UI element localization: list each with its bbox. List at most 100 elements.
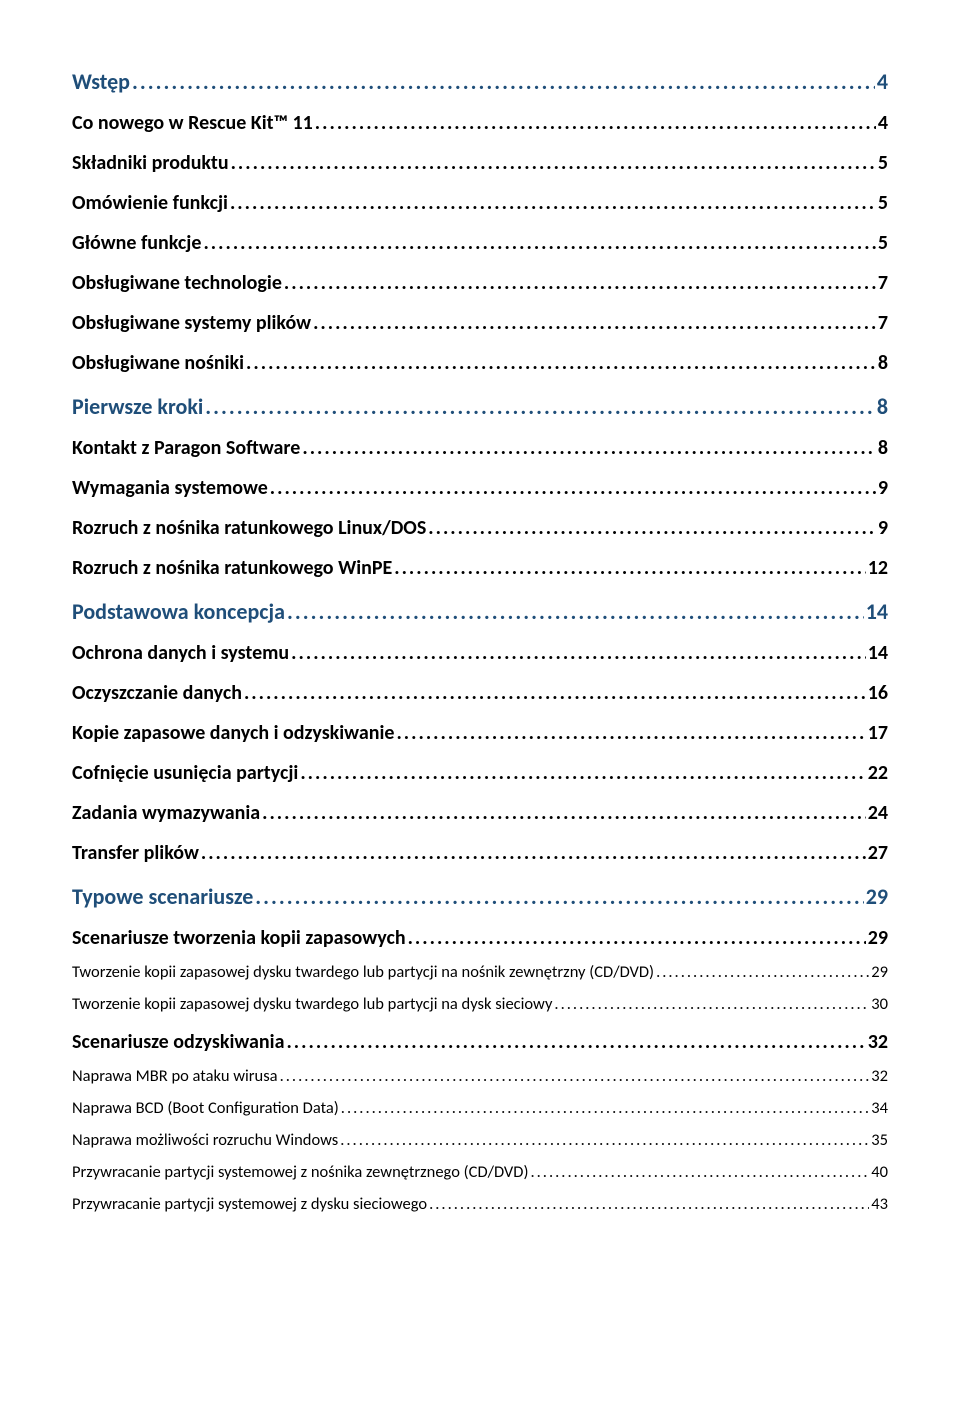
toc-leader-dots [429, 1194, 869, 1214]
toc-entry-page: 40 [871, 1162, 888, 1182]
toc-leader-dots [396, 721, 865, 745]
toc-entry-page: 27 [868, 841, 888, 865]
toc-entry[interactable]: Kopie zapasowe danych i odzyskiwanie17 [72, 721, 888, 745]
toc-entry[interactable]: Kontakt z Paragon Software 8 [72, 436, 888, 460]
toc-leader-dots [302, 436, 876, 460]
toc-entry-page: 29 [871, 962, 888, 982]
toc-entry[interactable]: Oczyszczanie danych 16 [72, 681, 888, 705]
toc-entry[interactable]: Naprawa BCD (Boot Configuration Data) 34 [72, 1098, 888, 1118]
toc-leader-dots [394, 556, 865, 580]
toc-leader-dots [205, 393, 875, 420]
toc-entry-label: Cofnięcie usunięcia partycji [72, 761, 298, 785]
toc-entry-label: Rozruch z nośnika ratunkowego Linux/DOS [72, 516, 426, 540]
toc-entry[interactable]: Co nowego w Rescue Kit™ 11 4 [72, 111, 888, 135]
toc-leader-dots [280, 1066, 870, 1086]
toc-entry-page: 9 [878, 476, 888, 500]
toc-leader-dots [284, 271, 876, 295]
toc-entry[interactable]: Obsługiwane nośniki 8 [72, 351, 888, 375]
toc-entry[interactable]: Tworzenie kopii zapasowej dysku twardego… [72, 962, 888, 982]
toc-entry-label: Pierwsze kroki [72, 393, 203, 420]
toc-leader-dots [203, 231, 875, 255]
toc-entry-page: 7 [878, 311, 888, 335]
toc-entry-label: Kopie zapasowe danych i odzyskiwanie [72, 721, 394, 745]
toc-entry-page: 9 [878, 516, 888, 540]
toc-entry[interactable]: Cofnięcie usunięcia partycji 22 [72, 761, 888, 785]
toc-entry-label: Naprawa MBR po ataku wirusa [72, 1066, 278, 1086]
toc-entry[interactable]: Rozruch z nośnika ratunkowego WinPE12 [72, 556, 888, 580]
toc-entry-label: Omówienie funkcji [72, 191, 228, 215]
toc-entry-label: Podstawowa koncepcja [72, 598, 285, 625]
toc-entry-page: 34 [871, 1098, 888, 1118]
toc-leader-dots [132, 68, 875, 95]
toc-entry-page: 32 [868, 1030, 888, 1054]
toc-entry[interactable]: Zadania wymazywania 24 [72, 801, 888, 825]
toc-entry[interactable]: Transfer plików 27 [72, 841, 888, 865]
toc-entry-page: 22 [868, 761, 888, 785]
toc-entry[interactable]: Scenariusze tworzenia kopii zapasowych29 [72, 926, 888, 950]
toc-entry[interactable]: Główne funkcje 5 [72, 231, 888, 255]
toc-entry-page: 16 [868, 681, 888, 705]
toc-leader-dots [315, 111, 876, 135]
toc-entry-label: Naprawa możliwości rozruchu Windows [72, 1130, 338, 1150]
toc-entry-page: 32 [871, 1066, 888, 1086]
toc-entry-label: Naprawa BCD (Boot Configuration Data) [72, 1098, 339, 1118]
toc-leader-dots [230, 191, 876, 215]
table-of-contents: Wstęp 4 Co nowego w Rescue Kit™ 11 4 Składni… [72, 68, 888, 1214]
toc-entry-page: 5 [878, 151, 888, 175]
toc-leader-dots [201, 841, 866, 865]
toc-entry[interactable]: Przywracanie partycji systemowej z nośni… [72, 1162, 888, 1182]
toc-entry-label: Obsługiwane nośniki [72, 351, 244, 375]
toc-entry[interactable]: Podstawowa koncepcja14 [72, 598, 888, 625]
toc-entry-label: Obsługiwane technologie [72, 271, 282, 295]
toc-entry-label: Oczyszczanie danych [72, 681, 242, 705]
toc-entry[interactable]: Pierwsze kroki 8 [72, 393, 888, 420]
toc-entry-page: 4 [877, 68, 888, 95]
toc-entry[interactable]: Obsługiwane technologie 7 [72, 271, 888, 295]
toc-entry-label: Przywracanie partycji systemowej z nośni… [72, 1162, 528, 1182]
toc-entry-page: 35 [871, 1130, 888, 1150]
toc-entry-label: Składniki produktu [72, 151, 229, 175]
toc-entry-page: 8 [878, 351, 888, 375]
toc-entry-page: 14 [868, 641, 888, 665]
toc-entry-label: Scenariusze tworzenia kopii zapasowych [72, 926, 406, 950]
toc-entry[interactable]: Tworzenie kopii zapasowej dysku twardego… [72, 994, 888, 1014]
toc-entry[interactable]: Składniki produktu 5 [72, 151, 888, 175]
toc-leader-dots [244, 681, 866, 705]
toc-entry-page: 4 [878, 111, 888, 135]
toc-entry[interactable]: Wstęp 4 [72, 68, 888, 95]
toc-entry[interactable]: Przywracanie partycji systemowej z dysku… [72, 1194, 888, 1214]
toc-entry-label: Transfer plików [72, 841, 199, 865]
toc-entry-label: Wstęp [72, 68, 130, 95]
toc-entry-label: Co nowego w Rescue Kit™ 11 [72, 111, 313, 135]
toc-entry-page: 43 [871, 1194, 888, 1214]
toc-entry[interactable]: Scenariusze odzyskiwania 32 [72, 1030, 888, 1054]
toc-entry-page: 5 [878, 231, 888, 255]
toc-entry-page: 8 [878, 436, 888, 460]
toc-entry-page: 7 [878, 271, 888, 295]
toc-leader-dots [340, 1130, 869, 1150]
toc-entry[interactable]: Typowe scenariusze29 [72, 883, 888, 910]
toc-leader-dots [255, 883, 863, 910]
toc-entry[interactable]: Omówienie funkcji 5 [72, 191, 888, 215]
toc-leader-dots [287, 598, 864, 625]
toc-leader-dots [554, 994, 869, 1014]
toc-leader-dots [286, 1030, 865, 1054]
toc-entry[interactable]: Naprawa MBR po ataku wirusa 32 [72, 1066, 888, 1086]
toc-entry[interactable]: Rozruch z nośnika ratunkowego Linux/DOS 9 [72, 516, 888, 540]
toc-entry-label: Zadania wymazywania [72, 801, 260, 825]
toc-leader-dots [300, 761, 865, 785]
toc-entry[interactable]: Naprawa możliwości rozruchu Windows 35 [72, 1130, 888, 1150]
toc-entry-label: Kontakt z Paragon Software [72, 436, 300, 460]
toc-entry[interactable]: Ochrona danych i systemu14 [72, 641, 888, 665]
toc-entry-page: 8 [877, 393, 888, 420]
toc-entry[interactable]: Obsługiwane systemy plików 7 [72, 311, 888, 335]
toc-leader-dots [341, 1098, 869, 1118]
toc-entry-label: Scenariusze odzyskiwania [72, 1030, 284, 1054]
toc-leader-dots [530, 1162, 869, 1182]
toc-entry-label: Obsługiwane systemy plików [72, 311, 311, 335]
toc-entry-label: Przywracanie partycji systemowej z dysku… [72, 1194, 427, 1214]
toc-entry[interactable]: Wymagania systemowe9 [72, 476, 888, 500]
toc-entry-page: 24 [868, 801, 888, 825]
toc-entry-label: Główne funkcje [72, 231, 201, 255]
toc-entry-page: 5 [878, 191, 888, 215]
